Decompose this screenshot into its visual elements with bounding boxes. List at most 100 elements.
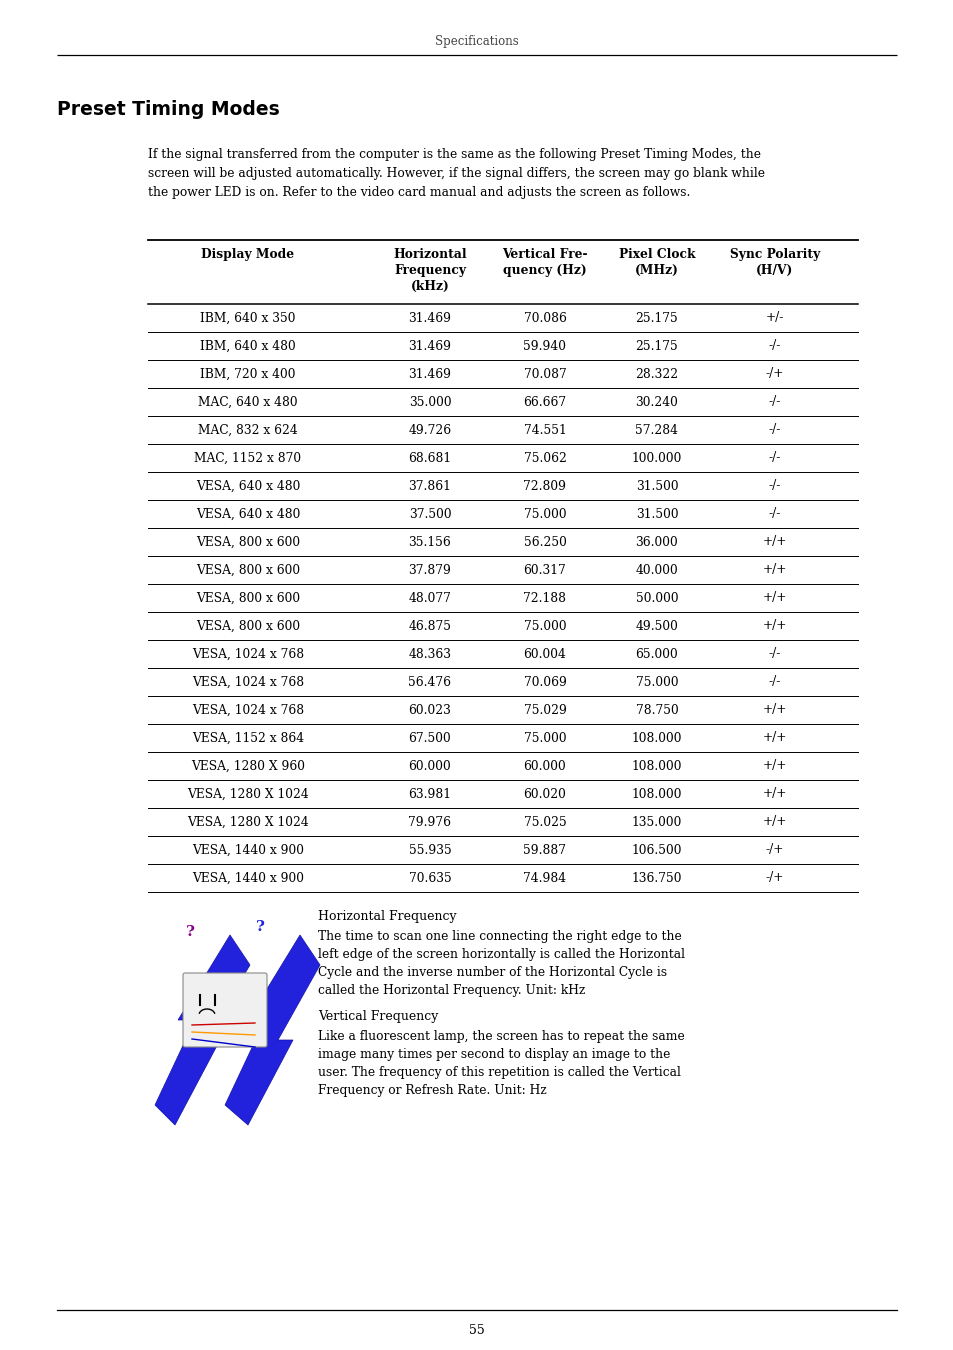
- Text: VESA, 800 x 600: VESA, 800 x 600: [195, 536, 300, 548]
- Text: image many times per second to display an image to the: image many times per second to display a…: [317, 1048, 670, 1061]
- Text: called the Horizontal Frequency. Unit: kHz: called the Horizontal Frequency. Unit: k…: [317, 984, 585, 998]
- Text: 48.363: 48.363: [408, 648, 451, 660]
- Text: -/-: -/-: [768, 451, 781, 464]
- Text: VESA, 1280 X 960: VESA, 1280 X 960: [191, 760, 305, 772]
- Text: Pixel Clock: Pixel Clock: [618, 248, 695, 261]
- Text: the power LED is on. Refer to the video card manual and adjusts the screen as fo: the power LED is on. Refer to the video …: [148, 186, 690, 198]
- Text: 74.551: 74.551: [523, 424, 566, 436]
- Text: +/+: +/+: [762, 732, 786, 744]
- Text: 31.469: 31.469: [408, 339, 451, 352]
- Text: Specifications: Specifications: [435, 35, 518, 49]
- Text: quency (Hz): quency (Hz): [502, 265, 586, 277]
- Text: -/+: -/+: [765, 844, 783, 856]
- Text: -/-: -/-: [768, 648, 781, 660]
- Text: Like a fluorescent lamp, the screen has to repeat the same: Like a fluorescent lamp, the screen has …: [317, 1030, 684, 1044]
- Text: VESA, 1280 X 1024: VESA, 1280 X 1024: [187, 815, 309, 829]
- Text: 75.000: 75.000: [523, 732, 566, 744]
- Text: The time to scan one line connecting the right edge to the: The time to scan one line connecting the…: [317, 930, 681, 944]
- Text: 70.635: 70.635: [408, 872, 451, 884]
- Text: 50.000: 50.000: [635, 591, 678, 605]
- Text: 25.175: 25.175: [635, 312, 678, 324]
- Text: 31.500: 31.500: [635, 479, 678, 493]
- Text: 35.000: 35.000: [408, 396, 451, 409]
- Text: Vertical Fre-: Vertical Fre-: [501, 248, 587, 261]
- Text: MAC, 640 x 480: MAC, 640 x 480: [198, 396, 297, 409]
- Text: 31.500: 31.500: [635, 508, 678, 521]
- Text: Sync Polarity: Sync Polarity: [729, 248, 820, 261]
- Text: MAC, 1152 x 870: MAC, 1152 x 870: [194, 451, 301, 464]
- Text: 49.500: 49.500: [635, 620, 678, 633]
- Text: 59.887: 59.887: [523, 844, 566, 856]
- Text: -/-: -/-: [768, 675, 781, 688]
- Text: Horizontal Frequency: Horizontal Frequency: [317, 910, 456, 923]
- Text: 108.000: 108.000: [631, 732, 681, 744]
- Text: ?: ?: [255, 919, 264, 934]
- Text: MAC, 832 x 624: MAC, 832 x 624: [198, 424, 297, 436]
- Text: Frequency or Refresh Rate. Unit: Hz: Frequency or Refresh Rate. Unit: Hz: [317, 1084, 546, 1098]
- Text: 60.000: 60.000: [408, 760, 451, 772]
- Text: VESA, 1440 x 900: VESA, 1440 x 900: [192, 844, 304, 856]
- Text: VESA, 640 x 480: VESA, 640 x 480: [195, 479, 300, 493]
- Text: (H/V): (H/V): [756, 265, 793, 277]
- Text: 75.000: 75.000: [523, 508, 566, 521]
- Text: 35.156: 35.156: [408, 536, 451, 548]
- Text: user. The frequency of this repetition is called the Vertical: user. The frequency of this repetition i…: [317, 1066, 680, 1079]
- Text: 65.000: 65.000: [635, 648, 678, 660]
- Text: +/+: +/+: [762, 787, 786, 801]
- Text: 31.469: 31.469: [408, 312, 451, 324]
- Text: 56.476: 56.476: [408, 675, 451, 688]
- Text: Preset Timing Modes: Preset Timing Modes: [57, 100, 279, 119]
- Text: VESA, 1024 x 768: VESA, 1024 x 768: [192, 675, 304, 688]
- Text: 67.500: 67.500: [408, 732, 451, 744]
- Text: 75.029: 75.029: [523, 703, 566, 717]
- Text: 70.069: 70.069: [523, 675, 566, 688]
- Text: 37.879: 37.879: [408, 563, 451, 576]
- Text: Cycle and the inverse number of the Horizontal Cycle is: Cycle and the inverse number of the Hori…: [317, 967, 666, 979]
- Text: VESA, 800 x 600: VESA, 800 x 600: [195, 563, 300, 576]
- Text: VESA, 1152 x 864: VESA, 1152 x 864: [192, 732, 304, 744]
- Text: 70.087: 70.087: [523, 367, 566, 381]
- FancyBboxPatch shape: [183, 973, 267, 1048]
- Text: 106.500: 106.500: [631, 844, 681, 856]
- Text: +/+: +/+: [762, 620, 786, 633]
- Text: -/-: -/-: [768, 339, 781, 352]
- Text: 56.250: 56.250: [523, 536, 566, 548]
- Text: +/+: +/+: [762, 536, 786, 548]
- Text: 70.086: 70.086: [523, 312, 566, 324]
- Text: -/-: -/-: [768, 508, 781, 521]
- Text: +/+: +/+: [762, 563, 786, 576]
- Text: 25.175: 25.175: [635, 339, 678, 352]
- Text: +/+: +/+: [762, 703, 786, 717]
- Text: -/-: -/-: [768, 396, 781, 409]
- Text: 136.750: 136.750: [631, 872, 681, 884]
- Text: 75.000: 75.000: [523, 620, 566, 633]
- Text: -/+: -/+: [765, 367, 783, 381]
- Text: 60.317: 60.317: [523, 563, 566, 576]
- Text: 75.025: 75.025: [523, 815, 566, 829]
- Text: 60.000: 60.000: [523, 760, 566, 772]
- Text: Horizontal: Horizontal: [393, 248, 466, 261]
- Text: (kHz): (kHz): [410, 279, 449, 293]
- Text: 28.322: 28.322: [635, 367, 678, 381]
- Polygon shape: [225, 936, 319, 1125]
- Text: screen will be adjusted automatically. However, if the signal differs, the scree: screen will be adjusted automatically. H…: [148, 167, 764, 180]
- Text: 55.935: 55.935: [408, 844, 451, 856]
- Text: Frequency: Frequency: [394, 265, 465, 277]
- Text: 36.000: 36.000: [635, 536, 678, 548]
- Text: 48.077: 48.077: [408, 591, 451, 605]
- Text: +/+: +/+: [762, 815, 786, 829]
- Text: 30.240: 30.240: [635, 396, 678, 409]
- Text: 37.861: 37.861: [408, 479, 451, 493]
- Text: 108.000: 108.000: [631, 760, 681, 772]
- Text: 66.667: 66.667: [523, 396, 566, 409]
- Text: 55: 55: [469, 1323, 484, 1336]
- Text: 135.000: 135.000: [631, 815, 681, 829]
- Text: (MHz): (MHz): [635, 265, 679, 277]
- Text: 72.809: 72.809: [523, 479, 566, 493]
- Text: ?: ?: [186, 925, 194, 940]
- Text: 31.469: 31.469: [408, 367, 451, 381]
- Text: +/+: +/+: [762, 591, 786, 605]
- Text: 63.981: 63.981: [408, 787, 451, 801]
- Text: 57.284: 57.284: [635, 424, 678, 436]
- Text: left edge of the screen horizontally is called the Horizontal: left edge of the screen horizontally is …: [317, 948, 684, 961]
